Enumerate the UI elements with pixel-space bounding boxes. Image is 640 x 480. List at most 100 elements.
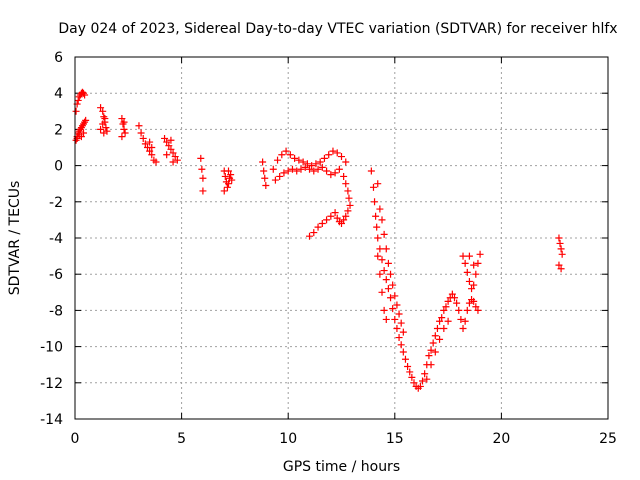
data-point (557, 245, 565, 253)
data-point (444, 297, 452, 305)
data-point (146, 138, 154, 146)
data-point (146, 147, 154, 155)
data-point (173, 156, 181, 164)
data-point (148, 151, 156, 159)
data-point (472, 303, 480, 311)
data-point (225, 167, 233, 175)
data-point (260, 167, 268, 175)
data-point (378, 288, 386, 296)
data-point (314, 223, 322, 231)
data-point (199, 187, 207, 195)
data-point (152, 158, 160, 166)
data-point (74, 96, 82, 104)
data-point (225, 180, 233, 188)
data-point (419, 377, 427, 385)
data-point (118, 115, 126, 123)
data-point (431, 332, 439, 340)
data-point (99, 107, 107, 115)
data-point (274, 156, 282, 164)
data-point (335, 218, 343, 226)
data-point (169, 149, 177, 157)
data-point (442, 303, 450, 311)
data-point (118, 133, 126, 141)
data-point (342, 158, 350, 166)
data-point (316, 158, 324, 166)
data-point (228, 176, 236, 184)
data-point (338, 153, 345, 161)
data-point (325, 151, 333, 159)
data-point (314, 165, 322, 173)
data-point (97, 104, 105, 112)
data-point (427, 361, 435, 369)
data-point (318, 163, 326, 171)
data-point (318, 220, 326, 228)
data-point (457, 315, 465, 323)
data-point (436, 317, 444, 325)
data-point (259, 158, 267, 166)
data-point (297, 165, 305, 173)
data-point (374, 252, 382, 260)
data-point (97, 125, 105, 133)
data-point (399, 348, 407, 356)
data-point (333, 214, 341, 222)
data-point (382, 315, 390, 323)
data-point (406, 368, 414, 376)
data-point (120, 118, 128, 126)
data-point (269, 165, 277, 173)
data-point (401, 355, 409, 363)
data-point (163, 151, 171, 159)
data-point (306, 232, 314, 240)
data-point (453, 299, 461, 307)
data-point (282, 147, 290, 155)
x-tick-label: 0 (71, 431, 80, 447)
data-point (167, 136, 175, 144)
data-point (80, 129, 88, 137)
data-point (340, 216, 348, 224)
data-point (333, 149, 341, 157)
data-point (331, 169, 339, 177)
data-point (369, 183, 377, 191)
data-point (99, 120, 107, 128)
data-point (421, 370, 429, 378)
data-point (397, 319, 405, 327)
data-point (82, 116, 90, 124)
data-point (295, 156, 303, 164)
y-tick-label: -6 (49, 267, 63, 283)
data-point (77, 133, 85, 141)
data-points (72, 88, 566, 392)
data-point (380, 230, 388, 238)
data-point (557, 265, 565, 273)
y-tick-label: 6 (54, 50, 63, 66)
data-point (261, 174, 269, 182)
data-point (320, 154, 328, 162)
data-point (404, 363, 412, 371)
y-tick-label: 0 (54, 159, 63, 175)
data-point (440, 325, 448, 332)
data-point (459, 325, 467, 332)
data-point (410, 379, 418, 387)
data-point (276, 172, 284, 180)
data-point (465, 299, 473, 307)
data-point (558, 250, 566, 258)
data-point (163, 138, 171, 146)
data-point (448, 290, 456, 298)
data-point (371, 198, 379, 206)
chart-title: Day 024 of 2023, Sidereal Day-to-day VTE… (58, 21, 617, 37)
data-point (141, 140, 149, 148)
data-point (342, 180, 350, 188)
x-tick-label: 5 (177, 431, 186, 447)
data-point (389, 305, 397, 313)
data-point (299, 158, 307, 166)
data-point (408, 373, 416, 381)
data-point (161, 134, 169, 142)
data-point (367, 167, 375, 175)
data-point (340, 172, 348, 180)
data-point (301, 163, 309, 171)
y-tick-label: -14 (40, 412, 63, 428)
y-tick-label: 2 (54, 122, 63, 138)
data-point (139, 134, 147, 142)
data-point (378, 256, 386, 264)
data-point (387, 270, 395, 278)
data-point (436, 335, 444, 343)
data-point (440, 306, 448, 314)
